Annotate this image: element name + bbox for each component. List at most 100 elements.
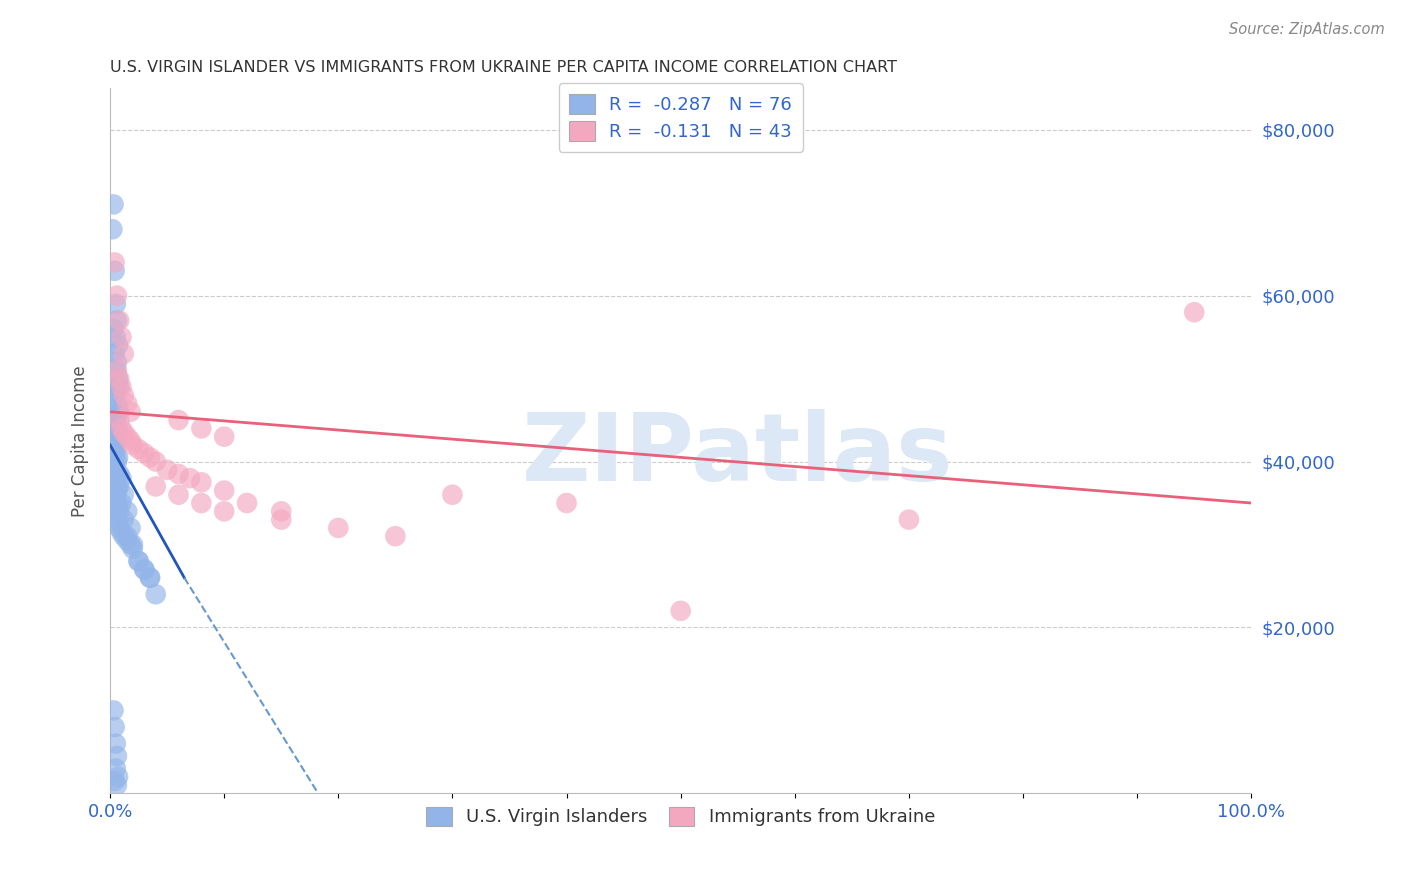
Point — [104, 720, 127, 734]
Point — [108, 313, 131, 327]
Point — [112, 529, 135, 543]
Point — [134, 562, 156, 576]
Point — [105, 313, 128, 327]
Point — [105, 376, 128, 390]
Point — [104, 413, 127, 427]
Point — [115, 504, 138, 518]
Point — [669, 604, 692, 618]
Point — [104, 488, 127, 502]
Y-axis label: Per Capita Income: Per Capita Income — [72, 365, 89, 516]
Point — [105, 749, 128, 764]
Point — [107, 425, 129, 440]
Point — [328, 521, 350, 535]
Point — [108, 467, 131, 481]
Point — [108, 504, 131, 518]
Point — [270, 504, 292, 518]
Point — [128, 554, 150, 568]
Point — [108, 479, 131, 493]
Point — [134, 562, 156, 576]
Point — [110, 380, 132, 394]
Point — [104, 388, 127, 402]
Point — [190, 475, 212, 490]
Text: Source: ZipAtlas.com: Source: ZipAtlas.com — [1229, 22, 1385, 37]
Point — [139, 571, 162, 585]
Point — [101, 222, 124, 236]
Point — [122, 438, 145, 452]
Point — [108, 371, 131, 385]
Point — [104, 508, 127, 523]
Point — [105, 471, 128, 485]
Point — [384, 529, 406, 543]
Point — [112, 513, 135, 527]
Point — [190, 496, 212, 510]
Point — [104, 463, 127, 477]
Point — [122, 537, 145, 551]
Point — [104, 446, 127, 460]
Point — [120, 537, 142, 551]
Point — [145, 587, 167, 601]
Point — [167, 413, 190, 427]
Point — [105, 513, 128, 527]
Text: U.S. VIRGIN ISLANDER VS IMMIGRANTS FROM UKRAINE PER CAPITA INCOME CORRELATION CH: U.S. VIRGIN ISLANDER VS IMMIGRANTS FROM … — [110, 60, 897, 75]
Point — [270, 513, 292, 527]
Point — [104, 363, 127, 377]
Point — [122, 541, 145, 556]
Point — [115, 430, 138, 444]
Point — [107, 500, 129, 515]
Point — [139, 571, 162, 585]
Point — [167, 467, 190, 481]
Point — [139, 450, 162, 465]
Point — [108, 413, 131, 427]
Point — [104, 762, 127, 776]
Point — [105, 438, 128, 452]
Point — [105, 355, 128, 369]
Point — [212, 430, 235, 444]
Point — [115, 529, 138, 543]
Point — [104, 434, 127, 448]
Point — [104, 347, 127, 361]
Point — [104, 475, 127, 490]
Point — [105, 483, 128, 498]
Point — [105, 454, 128, 468]
Point — [110, 330, 132, 344]
Point — [104, 384, 127, 398]
Point — [112, 347, 135, 361]
Point — [156, 463, 179, 477]
Point — [104, 409, 127, 423]
Point — [104, 773, 127, 788]
Point — [212, 483, 235, 498]
Point — [104, 330, 127, 344]
Point — [167, 488, 190, 502]
Point — [112, 388, 135, 402]
Point — [107, 338, 129, 352]
Point — [108, 380, 131, 394]
Point — [104, 737, 127, 751]
Point — [104, 255, 127, 269]
Point — [107, 371, 129, 385]
Point — [103, 322, 125, 336]
Point — [134, 446, 156, 460]
Point — [110, 471, 132, 485]
Point — [107, 401, 129, 415]
Point — [110, 524, 132, 539]
Point — [145, 479, 167, 493]
Point — [555, 496, 578, 510]
Point — [104, 264, 127, 278]
Point — [236, 496, 259, 510]
Point — [112, 425, 135, 440]
Point — [110, 496, 132, 510]
Point — [104, 430, 127, 444]
Point — [104, 417, 127, 432]
Point — [108, 521, 131, 535]
Point — [107, 770, 129, 784]
Point — [897, 513, 920, 527]
Text: ZIPatlas: ZIPatlas — [522, 409, 953, 501]
Point — [105, 421, 128, 435]
Point — [105, 778, 128, 792]
Point — [120, 434, 142, 448]
Point — [103, 197, 125, 211]
Point — [103, 703, 125, 717]
Point — [441, 488, 464, 502]
Point — [128, 554, 150, 568]
Point — [105, 288, 128, 302]
